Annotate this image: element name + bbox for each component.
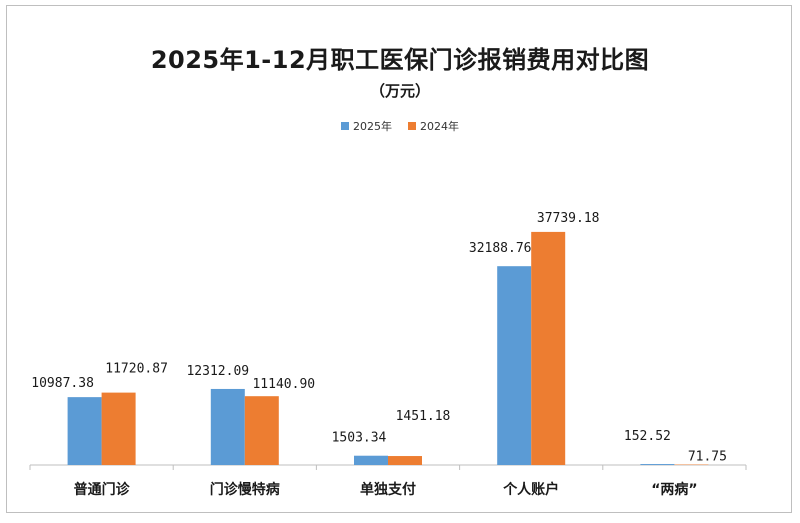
legend-label-2024: 2024年: [420, 120, 459, 133]
data-label-2025-4: 152.52: [624, 429, 671, 444]
data-label-2024-1: 11140.90: [252, 377, 315, 392]
data-label-2025-1: 12312.09: [186, 364, 249, 379]
category-label-3: 个人账户: [502, 481, 559, 498]
bar-2025-2: [354, 455, 388, 465]
chart-frame: [6, 5, 792, 513]
bar-2025-3: [497, 266, 532, 465]
legend-item-2024: 2024年: [408, 118, 459, 134]
data-label-2024-2: 1451.18: [396, 409, 451, 424]
bar-2024-3: [531, 231, 566, 465]
data-label-2024-0: 11720.87: [105, 362, 168, 377]
legend-swatch-2024: [408, 122, 416, 130]
legend: 2025年 2024年: [0, 118, 800, 134]
legend-label-2025: 2025年: [353, 120, 392, 133]
data-label-2024-3: 37739.18: [537, 211, 600, 226]
data-label-2024-4: 71.75: [688, 450, 727, 465]
category-label-1: 门诊慢特病: [210, 481, 280, 498]
data-label-2025-2: 1503.34: [332, 431, 387, 446]
bar-2025-1: [210, 388, 245, 465]
data-label-2025-0: 10987.38: [31, 376, 94, 391]
bar-2024-2: [388, 456, 422, 465]
bar-2025-4: [640, 464, 675, 465]
bar-2025-0: [67, 397, 102, 465]
data-label-2025-3: 32188.76: [469, 241, 532, 256]
chart-title: 2025年1-12月职工医保门诊报销费用对比图: [150, 46, 650, 74]
category-label-4: “两病”: [651, 481, 697, 498]
category-label-2: 单独支付: [360, 481, 416, 498]
category-label-0: 普通门诊: [74, 481, 131, 498]
bar-2024-0: [101, 392, 136, 465]
bar-2024-1: [244, 396, 279, 465]
chart-subtitle: （万元）: [369, 82, 430, 100]
legend-item-2025: 2025年: [341, 118, 392, 134]
legend-swatch-2025: [341, 122, 349, 130]
